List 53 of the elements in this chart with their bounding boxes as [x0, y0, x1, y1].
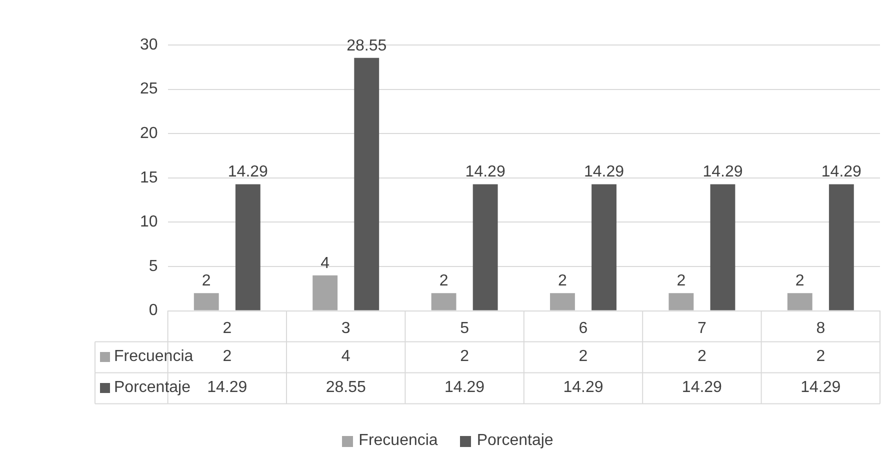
- legend-label: Porcentaje: [114, 379, 190, 396]
- data-label: 14.29: [821, 164, 862, 181]
- text: 14.29: [563, 379, 604, 396]
- bar: [668, 293, 694, 310]
- data-label: 28.55: [346, 37, 387, 54]
- bar: [354, 58, 380, 310]
- y-tick-label: 30: [140, 36, 158, 54]
- bar: [235, 184, 260, 310]
- text: 2: [816, 348, 826, 366]
- data-label: 2: [202, 272, 211, 290]
- data-label: 2: [676, 272, 686, 290]
- x-tick-label: 7: [697, 320, 706, 337]
- data-label: 4: [320, 254, 330, 272]
- text: Frecuencia: [358, 432, 438, 449]
- bar: [710, 184, 736, 310]
- text: 14.29: [444, 379, 485, 396]
- text: 2: [460, 348, 469, 366]
- bar: [550, 293, 575, 310]
- text: 28.55: [326, 379, 366, 396]
- bar: [787, 293, 812, 310]
- bar: [312, 275, 338, 310]
- data-label: 14.29: [228, 164, 268, 181]
- x-tick-label: 5: [460, 320, 470, 337]
- y-tick-label: 25: [140, 80, 158, 98]
- data-label: 2: [439, 272, 448, 290]
- x-tick-label: 3: [341, 320, 350, 337]
- data-label: 2: [558, 272, 568, 290]
- text: 2: [697, 348, 706, 366]
- bar: [592, 184, 616, 310]
- text: 2: [222, 348, 232, 366]
- data-label: 14.29: [702, 164, 743, 181]
- text: 2: [578, 348, 588, 366]
- x-tick-label: 6: [578, 320, 588, 337]
- data-label: 14.29: [584, 164, 624, 181]
- text: 4: [341, 348, 350, 366]
- x-tick-label: 8: [816, 320, 826, 337]
- text: 14.29: [800, 379, 841, 396]
- data-label: 2: [795, 272, 804, 290]
- x-tick-label: 2: [222, 320, 232, 337]
- bar: [431, 293, 456, 310]
- legend-label: Frecuencia: [114, 348, 194, 366]
- y-tick-label: 20: [140, 125, 158, 142]
- bar: [194, 293, 219, 310]
- y-tick-label: 10: [140, 214, 158, 231]
- y-tick-label: 15: [140, 169, 158, 186]
- text: Porcentaje: [476, 432, 554, 449]
- y-tick-label: 0: [148, 302, 158, 320]
- data-label: 14.29: [465, 164, 506, 181]
- y-tick-label: 5: [148, 258, 158, 275]
- bar: [472, 184, 498, 310]
- text: 14.29: [682, 379, 722, 396]
- text: 14.29: [207, 379, 248, 396]
- bar: [828, 184, 854, 310]
